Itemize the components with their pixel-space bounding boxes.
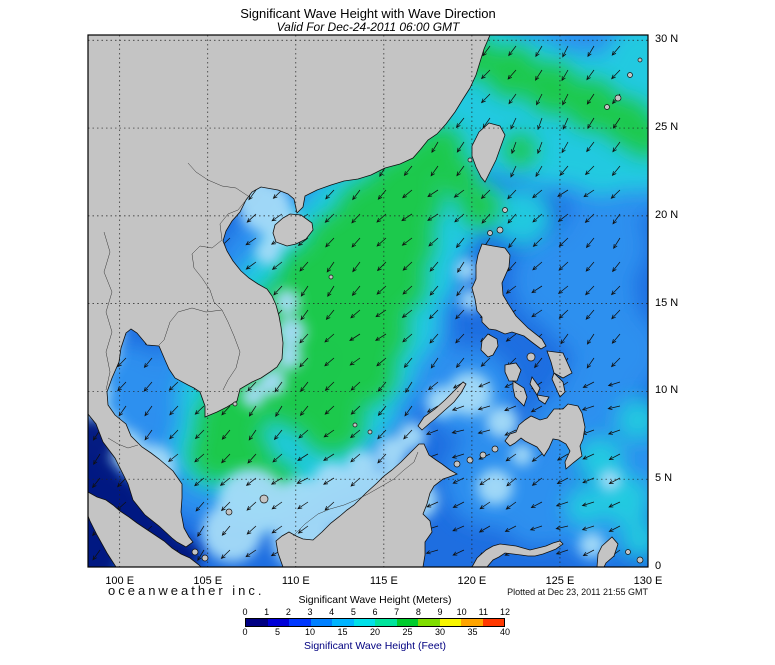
colorbar-tick: 15: [337, 627, 348, 637]
colorbar-segment: [418, 619, 440, 626]
colorbar-tick: 25: [402, 627, 413, 637]
x-tick-label: 100 E: [105, 575, 135, 587]
colorbar-meters-label: Significant Wave Height (Meters): [298, 594, 452, 606]
colorbar-tick: 5: [350, 607, 356, 617]
colorbar-segment: [375, 619, 397, 626]
colorbar-segment: [332, 619, 354, 626]
colorbar-segment: [353, 619, 375, 626]
y-tick-label: 25 N: [655, 121, 679, 134]
colorbar-feet-ticks: 0 5 10 15 20 25 30 35 40: [242, 627, 510, 638]
x-tick-label: 130 E: [633, 575, 663, 587]
colorbar-gradient: [245, 618, 505, 627]
colorbar-segment: [289, 619, 311, 626]
colorbar-tick: 11: [478, 607, 488, 617]
colorbar-tick: 40: [499, 627, 511, 637]
land-mindoro: [480, 333, 499, 358]
chart-subtitle: Valid For Dec-24-2011 06:00 GMT: [276, 20, 460, 34]
land-bohol: [536, 394, 550, 405]
colorbar-tick: 35: [467, 627, 478, 637]
land-halmahera: [596, 536, 619, 567]
land-taiwan: [471, 122, 506, 183]
land-mindanao: [504, 403, 586, 470]
land-samar: [546, 350, 573, 379]
colorbar-tick: 20: [369, 627, 381, 637]
country-borders: [103, 162, 419, 537]
oceanweather-brand: oceanweather inc.: [108, 583, 265, 598]
x-tick-label: 125 E: [545, 575, 575, 587]
colorbar-feet-label: Significant Wave Height (Feet): [303, 640, 446, 652]
colorbar-tick: 0: [242, 627, 248, 637]
colorbar-tick: 8: [415, 607, 421, 617]
colorbar-tick: 9: [437, 607, 443, 617]
land-luzon: [471, 243, 547, 350]
colorbar-tick: 12: [499, 607, 511, 617]
land-borneo: [275, 443, 458, 567]
colorbar-segment: [396, 619, 418, 626]
y-tick-label: 15 N: [655, 296, 679, 309]
colorbar-segment: [482, 619, 504, 626]
colorbar-tick: 1: [264, 607, 270, 617]
small-islands: [191, 57, 644, 564]
y-tick-label: 0: [655, 560, 662, 572]
colorbar-tick: 6: [372, 607, 378, 617]
land-sulawesi-arm: [471, 540, 564, 567]
colorbar-tick: 10: [456, 607, 467, 617]
x-tick-label: 105 E: [193, 575, 223, 587]
x-tick-label: 115 E: [369, 575, 398, 587]
land-leyte: [551, 372, 566, 398]
colorbar-segment: [461, 619, 483, 626]
colorbar-segment: [267, 619, 289, 626]
map-frame-border: [87, 34, 649, 568]
land-palawan: [417, 381, 467, 431]
land-asia-mainland: [88, 35, 491, 548]
y-tick-label: 20 N: [655, 208, 679, 221]
colorbar-tick: 4: [329, 607, 335, 617]
land-panay: [504, 362, 522, 382]
colorbar-tick: 30: [434, 627, 446, 637]
y-tick-label: 10 N: [655, 384, 679, 397]
x-tick-label: 120 E: [457, 575, 487, 587]
colorbar-tick: 0: [242, 607, 248, 617]
landmasses: [88, 35, 644, 567]
land-sumatra: [88, 491, 202, 567]
land-negros: [512, 380, 528, 407]
x-tick-label: 110 E: [281, 575, 310, 587]
colorbar-tick: 3: [307, 607, 313, 617]
y-tick-label: 5 N: [655, 472, 673, 485]
colorbar-meters-ticks: 0 1 2 3 4 5 6 7 8 9 10 11 12: [242, 607, 510, 618]
lat-lon-grid: [88, 35, 648, 567]
colorbar-tick: 10: [304, 627, 316, 637]
land-hainan: [272, 213, 314, 247]
colorbar-tick: 2: [285, 607, 291, 617]
y-tick-label: 30 N: [655, 33, 679, 46]
colorbar-tick: 5: [274, 627, 281, 637]
colorbar-tick: 7: [394, 607, 400, 617]
plotted-timestamp: Plotted at Dec 23, 2011 21:55 GMT: [507, 587, 648, 597]
colorbar-segment: [439, 619, 461, 626]
colorbar-segment: [310, 619, 332, 626]
chart-title: Significant Wave Height with Wave Direct…: [240, 6, 496, 21]
colorbar-segment: [246, 619, 268, 626]
